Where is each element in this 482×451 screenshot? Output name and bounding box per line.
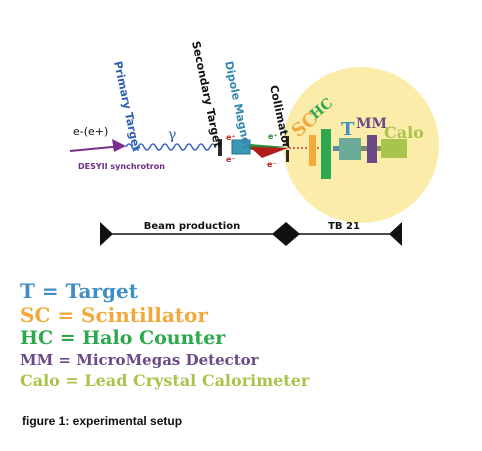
figure-caption: figure 1: experimental setup <box>22 414 183 428</box>
mm-label: MM <box>356 116 387 132</box>
primary-target-label: Primary Target <box>111 60 143 153</box>
target-block <box>339 138 361 160</box>
legend-halo-counter: HC = Halo Counter <box>20 327 226 349</box>
tb21-label: TB 21 <box>328 221 360 232</box>
e-plus-label: e⁺ <box>226 133 236 142</box>
collimator-lower <box>286 150 289 162</box>
e-plus-label-2: e⁺ <box>268 132 278 141</box>
legend-micromegas: MM = MicroMegas Detector <box>20 351 259 369</box>
gamma-label: γ <box>168 127 176 143</box>
e-minus-label: e⁻ <box>226 155 236 164</box>
beam-production-label: Beam production <box>144 221 240 232</box>
legend-scintillator: SC = Scintillator <box>20 303 208 327</box>
legend-target: T = Target <box>20 279 138 303</box>
scintillator-block <box>309 135 316 166</box>
legend-calorimeter: Calo = Lead Crystal Calorimeter <box>20 371 310 390</box>
calorimeter-block <box>381 139 407 158</box>
incoming-beam-arrowhead <box>112 139 126 152</box>
timeline-end-marker <box>389 222 402 246</box>
calo-label: Calo <box>384 123 424 142</box>
halo-counter-block <box>321 129 331 179</box>
electron-beam-fan <box>250 147 288 158</box>
calo-connector <box>377 146 381 151</box>
mm-connector <box>361 146 367 151</box>
beam-in-label: e-(e+) <box>73 125 108 138</box>
collimator-upper <box>286 136 289 146</box>
e-minus-label-2: e⁻ <box>267 160 277 169</box>
t-label: T <box>341 119 355 140</box>
synchrotron-label: DESYII synchrotron <box>78 162 165 171</box>
legend: T = Target SC = Scintillator HC = Halo C… <box>20 281 309 389</box>
target-connector <box>333 146 339 151</box>
secondary-target-marker <box>218 139 222 156</box>
photon-line <box>125 143 217 151</box>
timeline-start-marker <box>100 222 113 246</box>
timeline-mid-marker <box>272 222 300 246</box>
secondary-target-label: Secondary Target <box>189 40 224 149</box>
micromegas-block <box>367 135 377 163</box>
